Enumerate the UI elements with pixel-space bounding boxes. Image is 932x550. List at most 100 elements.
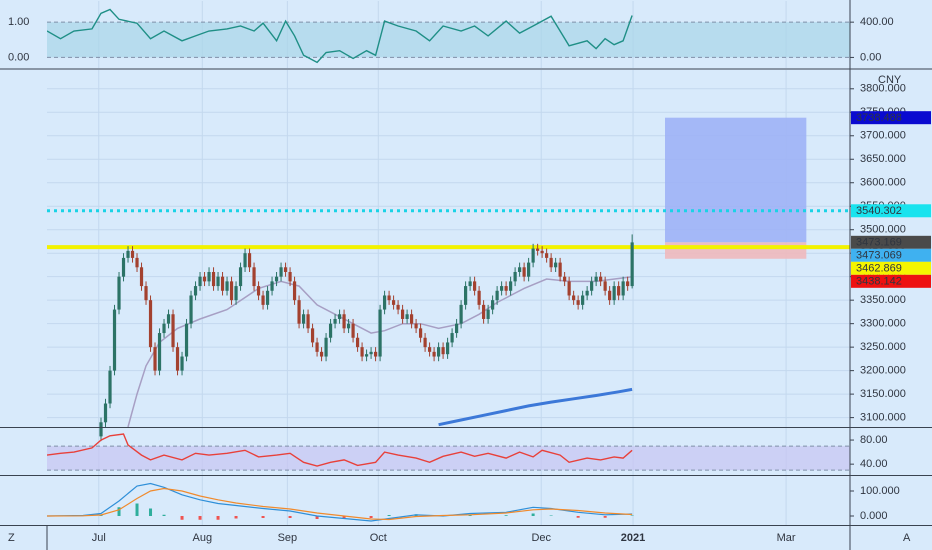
price-tag-label: 3540.302 xyxy=(856,205,902,217)
candle-body xyxy=(121,257,126,277)
histogram-bar xyxy=(504,515,508,516)
candle-body xyxy=(238,267,243,287)
candle-body xyxy=(153,347,157,371)
candle-body xyxy=(355,337,360,348)
candle-body xyxy=(590,281,594,291)
candle-body xyxy=(518,267,522,272)
candle-body xyxy=(536,248,540,251)
candle-body xyxy=(283,267,288,272)
histogram-bar xyxy=(576,516,580,518)
candle-body xyxy=(166,314,171,324)
candle-body xyxy=(594,276,598,282)
candle-body xyxy=(328,323,333,338)
candle-body xyxy=(554,262,558,268)
histogram-bar xyxy=(180,516,184,520)
candle-body xyxy=(612,286,616,301)
candle-body xyxy=(112,309,117,371)
candle-body xyxy=(315,342,319,352)
candle-body xyxy=(608,290,612,301)
position-stop xyxy=(665,242,807,259)
candle-body xyxy=(482,304,486,319)
candle-body xyxy=(351,323,355,338)
histogram-bar xyxy=(387,515,391,516)
price-tag xyxy=(851,248,931,262)
candle-body xyxy=(567,281,571,296)
histogram-bar xyxy=(135,503,139,516)
y-tick-label: 80.00 xyxy=(860,434,888,446)
candle-body xyxy=(486,309,490,319)
candle-body xyxy=(626,281,630,287)
y-tick-label: 3800.000 xyxy=(860,83,906,95)
candle-body xyxy=(500,286,504,291)
candle-body xyxy=(301,314,306,324)
candle-body xyxy=(157,333,162,371)
candle-body xyxy=(360,347,364,357)
candle-body xyxy=(337,314,342,319)
candle-body xyxy=(400,309,405,319)
candle-body xyxy=(549,257,553,268)
band xyxy=(47,446,850,471)
candle-body xyxy=(247,253,252,268)
corner-label[interactable]: A xyxy=(903,532,911,544)
candle-body xyxy=(324,337,328,357)
candle-body xyxy=(310,328,315,343)
candle-body xyxy=(135,257,139,268)
candle-body xyxy=(139,267,144,287)
y-tick-label: 100.000 xyxy=(860,485,900,497)
series-line xyxy=(438,387,633,427)
candle-body xyxy=(495,290,499,301)
candle-body xyxy=(189,295,193,324)
candle-body xyxy=(193,286,198,296)
candle-body xyxy=(144,286,148,301)
candle-body xyxy=(211,271,216,287)
x-tick-label: Aug xyxy=(192,532,212,544)
candle-body xyxy=(373,351,378,357)
candle-body xyxy=(468,281,472,287)
candle-body xyxy=(108,370,112,404)
candle-body xyxy=(180,356,184,371)
x-tick-label: Jul xyxy=(92,532,106,544)
y-tick-label: 40.00 xyxy=(860,458,888,470)
histogram-bar xyxy=(342,516,346,519)
series-line xyxy=(47,487,633,521)
y-tick-label: 3300.000 xyxy=(860,318,906,330)
candle-body xyxy=(527,262,531,277)
candle-body xyxy=(418,328,423,338)
candle-body xyxy=(621,281,625,296)
candle-body xyxy=(414,323,418,329)
candle-body xyxy=(617,286,621,296)
y-tick-label: 0.00 xyxy=(860,51,881,63)
candle-body xyxy=(378,309,382,357)
candle-body xyxy=(207,271,211,282)
candle-body xyxy=(130,250,135,258)
histogram-bar xyxy=(630,515,634,516)
candle-body xyxy=(297,300,301,324)
y-tick-label: 400.00 xyxy=(860,16,894,28)
candle-body xyxy=(216,276,220,287)
x-tick-label: Dec xyxy=(531,532,551,544)
candle-body xyxy=(333,318,337,324)
candle-body xyxy=(396,304,400,310)
candle-body xyxy=(504,286,508,291)
histogram-bar xyxy=(288,516,292,518)
candle-body xyxy=(563,276,567,282)
price-tag xyxy=(851,111,931,125)
corner-label[interactable]: Z xyxy=(8,532,15,544)
candle-body xyxy=(603,281,607,291)
candle-body xyxy=(409,314,414,324)
y-tick-label: 3500.000 xyxy=(860,224,906,236)
candle-body xyxy=(459,304,463,324)
candle-body xyxy=(148,300,153,348)
histogram-bar xyxy=(216,516,220,520)
candle-body xyxy=(346,323,351,329)
plot-area xyxy=(47,1,850,525)
histogram-bar xyxy=(369,516,373,518)
histogram-bar xyxy=(261,516,265,518)
candle-body xyxy=(103,403,108,423)
price-tag-label: 3738.488 xyxy=(856,112,902,124)
candle-body xyxy=(630,242,634,287)
candle-body xyxy=(184,323,189,357)
candle-body xyxy=(171,314,175,348)
y-tick-label: 3250.000 xyxy=(860,341,906,353)
candle-body xyxy=(234,286,238,301)
